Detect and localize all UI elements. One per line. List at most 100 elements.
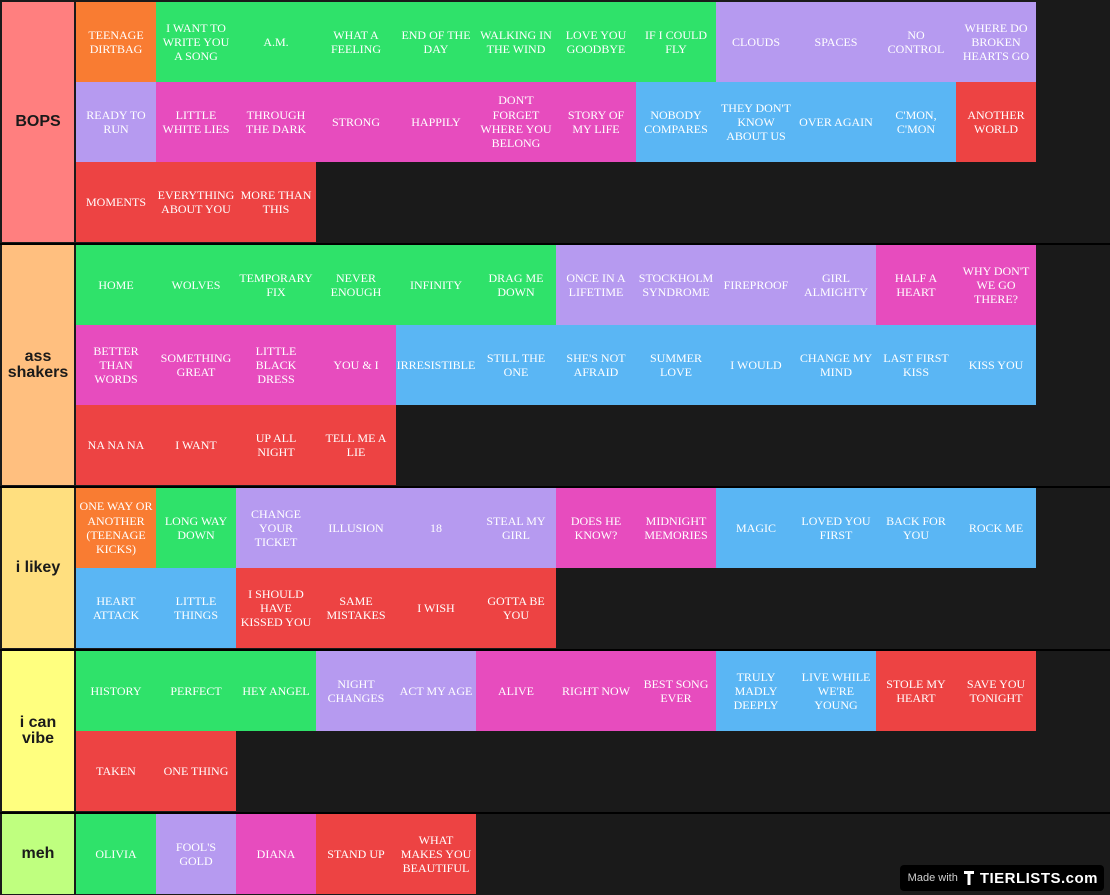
tier-item[interactable]: FOOL'S GOLD — [156, 814, 236, 894]
tier-item[interactable]: CLOUDS — [716, 2, 796, 82]
tier-item[interactable]: DON'T FORGET WHERE YOU BELONG — [476, 82, 556, 162]
tier-item[interactable]: HALF A HEART — [876, 245, 956, 325]
tier-label[interactable]: ass shakers — [2, 245, 74, 485]
tier-item[interactable]: NIGHT CHANGES — [316, 651, 396, 731]
tier-item[interactable]: MORE THAN THIS — [236, 162, 316, 242]
tier-item[interactable]: ROCK ME — [956, 488, 1036, 568]
tier-item[interactable]: NA NA NA — [76, 405, 156, 485]
tier-item[interactable]: WHAT A FEELING — [316, 2, 396, 82]
tier-item[interactable]: ONE THING — [156, 731, 236, 811]
tier-item[interactable]: ALIVE — [476, 651, 556, 731]
tier-label[interactable]: i likey — [2, 488, 74, 648]
tier-item[interactable]: HEY ANGEL — [236, 651, 316, 731]
tier-item[interactable]: MAGIC — [716, 488, 796, 568]
tier-item[interactable]: STOLE MY HEART — [876, 651, 956, 731]
tier-item[interactable]: BACK FOR YOU — [876, 488, 956, 568]
tier-item[interactable]: WOLVES — [156, 245, 236, 325]
tier-item[interactable]: TELL ME A LIE — [316, 405, 396, 485]
tier-label[interactable]: i can vibe — [2, 651, 74, 811]
tier-item[interactable]: CHANGE YOUR TICKET — [236, 488, 316, 568]
tier-item[interactable]: STEAL MY GIRL — [476, 488, 556, 568]
tier-item[interactable]: WHAT MAKES YOU BEAUTIFUL — [396, 814, 476, 894]
tier-item[interactable]: OLIVIA — [76, 814, 156, 894]
tier-item[interactable]: I SHOULD HAVE KISSED YOU — [236, 568, 316, 648]
tier-item[interactable]: STRONG — [316, 82, 396, 162]
tier-divider — [0, 486, 1110, 488]
tier-item[interactable]: DIANA — [236, 814, 316, 894]
tier-item[interactable]: I WOULD — [716, 325, 796, 405]
tier-item[interactable]: LONG WAY DOWN — [156, 488, 236, 568]
tier-item[interactable]: MIDNIGHT MEMORIES — [636, 488, 716, 568]
tier-item[interactable]: IRRESISTIBLE — [396, 325, 476, 405]
tier-item[interactable]: ONE WAY OR ANOTHER (TEENAGE KICKS) — [76, 488, 156, 568]
tier-item[interactable]: LOVED YOU FIRST — [796, 488, 876, 568]
tier-item[interactable]: UP ALL NIGHT — [236, 405, 316, 485]
tier-item[interactable]: 18 — [396, 488, 476, 568]
tier-item[interactable]: READY TO RUN — [76, 82, 156, 162]
tier-item[interactable]: OVER AGAIN — [796, 82, 876, 162]
tier-item[interactable]: IF I COULD FLY — [636, 2, 716, 82]
tier-item[interactable]: END OF THE DAY — [396, 2, 476, 82]
tier-item[interactable]: LIVE WHILE WE'RE YOUNG — [796, 651, 876, 731]
tier-item[interactable]: ACT MY AGE — [396, 651, 476, 731]
watermark-badge[interactable]: Made with TIERLISTS.com — [899, 865, 1104, 891]
tier-item[interactable]: LITTLE WHITE LIES — [156, 82, 236, 162]
tier-item[interactable]: SAVE YOU TONIGHT — [956, 651, 1036, 731]
tier-item[interactable]: ILLUSION — [316, 488, 396, 568]
tier-item[interactable]: NEVER ENOUGH — [316, 245, 396, 325]
tier-item[interactable]: BEST SONG EVER — [636, 651, 716, 731]
tier-item[interactable]: STOCKHOLM SYNDROME — [636, 245, 716, 325]
tier-item[interactable]: TEMPORARY FIX — [236, 245, 316, 325]
tier-item[interactable]: DRAG ME DOWN — [476, 245, 556, 325]
tier-item[interactable]: I WANT — [156, 405, 236, 485]
tier-item[interactable]: STILL THE ONE — [476, 325, 556, 405]
tier-item[interactable]: HAPPILY — [396, 82, 476, 162]
tier-item[interactable]: WHERE DO BROKEN HEARTS GO — [956, 2, 1036, 82]
tier-item[interactable]: INFINITY — [396, 245, 476, 325]
tier-item[interactable]: MOMENTS — [76, 162, 156, 242]
tier-item[interactable]: GIRL ALMIGHTY — [796, 245, 876, 325]
tier-item[interactable]: WALKING IN THE WIND — [476, 2, 556, 82]
tier-item[interactable]: NOBODY COMPARES — [636, 82, 716, 162]
tier-item[interactable]: GOTTA BE YOU — [476, 568, 556, 648]
tier-item[interactable]: SUMMER LOVE — [636, 325, 716, 405]
tier-item[interactable]: RIGHT NOW — [556, 651, 636, 731]
tier-item[interactable]: NO CONTROL — [876, 2, 956, 82]
tier-item[interactable]: FIREPROOF — [716, 245, 796, 325]
tier-item[interactable]: TRULY MADLY DEEPLY — [716, 651, 796, 731]
tier-item[interactable]: STAND UP — [316, 814, 396, 894]
tier-item[interactable]: THROUGH THE DARK — [236, 82, 316, 162]
tier-item[interactable]: A.M. — [236, 2, 316, 82]
tier-item[interactable]: CHANGE MY MIND — [796, 325, 876, 405]
tier-label[interactable]: BOPS — [2, 2, 74, 242]
tier-item[interactable]: ANOTHER WORLD — [956, 82, 1036, 162]
tier-item[interactable]: YOU & I — [316, 325, 396, 405]
tier-item[interactable]: STORY OF MY LIFE — [556, 82, 636, 162]
tier-item[interactable]: HISTORY — [76, 651, 156, 731]
tier-item[interactable]: LAST FIRST KISS — [876, 325, 956, 405]
tier-item[interactable]: HOME — [76, 245, 156, 325]
tier-item[interactable]: WHY DON'T WE GO THERE? — [956, 245, 1036, 325]
tier-item[interactable]: TAKEN — [76, 731, 156, 811]
tier-row: i can vibe HISTORY PERFECT HEY ANGEL NIGHT C… — [0, 651, 1110, 811]
tier-item[interactable]: SOMETHING GREAT — [156, 325, 236, 405]
tier-item[interactable]: PERFECT — [156, 651, 236, 731]
tier-item[interactable]: I WANT TO WRITE YOU A SONG — [156, 2, 236, 82]
tier-item[interactable]: I WISH — [396, 568, 476, 648]
tier-item[interactable]: THEY DON'T KNOW ABOUT US — [716, 82, 796, 162]
tier-item[interactable]: BETTER THAN WORDS — [76, 325, 156, 405]
tier-item[interactable]: DOES HE KNOW? — [556, 488, 636, 568]
tier-item[interactable]: SPACES — [796, 2, 876, 82]
tier-item[interactable]: KISS YOU — [956, 325, 1036, 405]
tier-item[interactable]: LITTLE BLACK DRESS — [236, 325, 316, 405]
tier-item[interactable]: LITTLE THINGS — [156, 568, 236, 648]
tier-label[interactable]: meh — [2, 814, 74, 894]
tier-item[interactable]: LOVE YOU GOODBYE — [556, 2, 636, 82]
tier-item[interactable]: ONCE IN A LIFETIME — [556, 245, 636, 325]
tier-item[interactable]: TEENAGE DIRTBAG — [76, 2, 156, 82]
tier-item[interactable]: SAME MISTAKES — [316, 568, 396, 648]
tier-item[interactable]: HEART ATTACK — [76, 568, 156, 648]
tier-item[interactable]: C'MON, C'MON — [876, 82, 956, 162]
tier-item[interactable]: EVERYTHING ABOUT YOU — [156, 162, 236, 242]
tier-item[interactable]: SHE'S NOT AFRAID — [556, 325, 636, 405]
